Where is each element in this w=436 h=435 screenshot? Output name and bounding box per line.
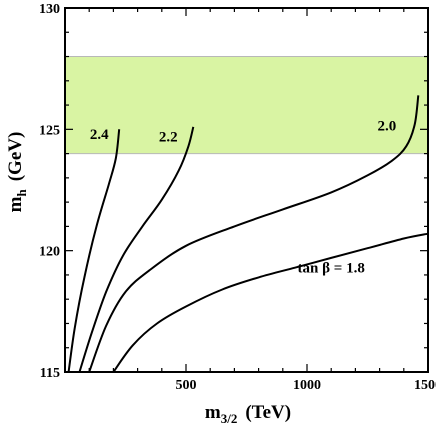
y-axis-title-sub: h <box>14 189 29 197</box>
y-axis-title-unit: (GeV) <box>5 132 26 182</box>
x-axis-title-sub: 3/2 <box>221 411 238 426</box>
curve-tanb-2-4 <box>67 129 121 373</box>
curves <box>67 95 429 373</box>
curve-tanb-2-0 <box>88 95 420 373</box>
x-tick-label: 1000 <box>293 378 321 393</box>
green-band <box>65 56 428 154</box>
x-axis-title-main: m <box>205 402 221 423</box>
y-tick-label: 120 <box>39 245 60 260</box>
curve-labels: 2.4 2.2 2.0 tan β = 1.8 <box>90 119 396 277</box>
tick-labels: 500 1000 1500 115 120 125 130 <box>39 2 436 393</box>
y-axis-title: mh (GeV) <box>5 132 29 213</box>
plot-frame <box>64 7 429 373</box>
y-tick-label: 130 <box>39 2 60 17</box>
x-axis-title: m3/2 (TeV) <box>205 402 291 426</box>
curve-tanb-2-2 <box>78 126 195 373</box>
x-tick-label: 1500 <box>414 378 436 393</box>
curve-label: 2.4 <box>90 127 109 143</box>
x-tick-label: 500 <box>176 378 197 393</box>
y-tick-label: 125 <box>39 123 60 138</box>
curve-label: 2.2 <box>159 129 178 145</box>
x-axis-title-unit: (TeV) <box>245 402 291 423</box>
curve-label: tan β = 1.8 <box>298 261 365 277</box>
y-axis-title-main: m <box>5 196 26 212</box>
y-tick-label: 115 <box>40 366 60 381</box>
curve-tanb-1-8 <box>112 232 429 373</box>
curve-label: 2.0 <box>377 119 396 135</box>
